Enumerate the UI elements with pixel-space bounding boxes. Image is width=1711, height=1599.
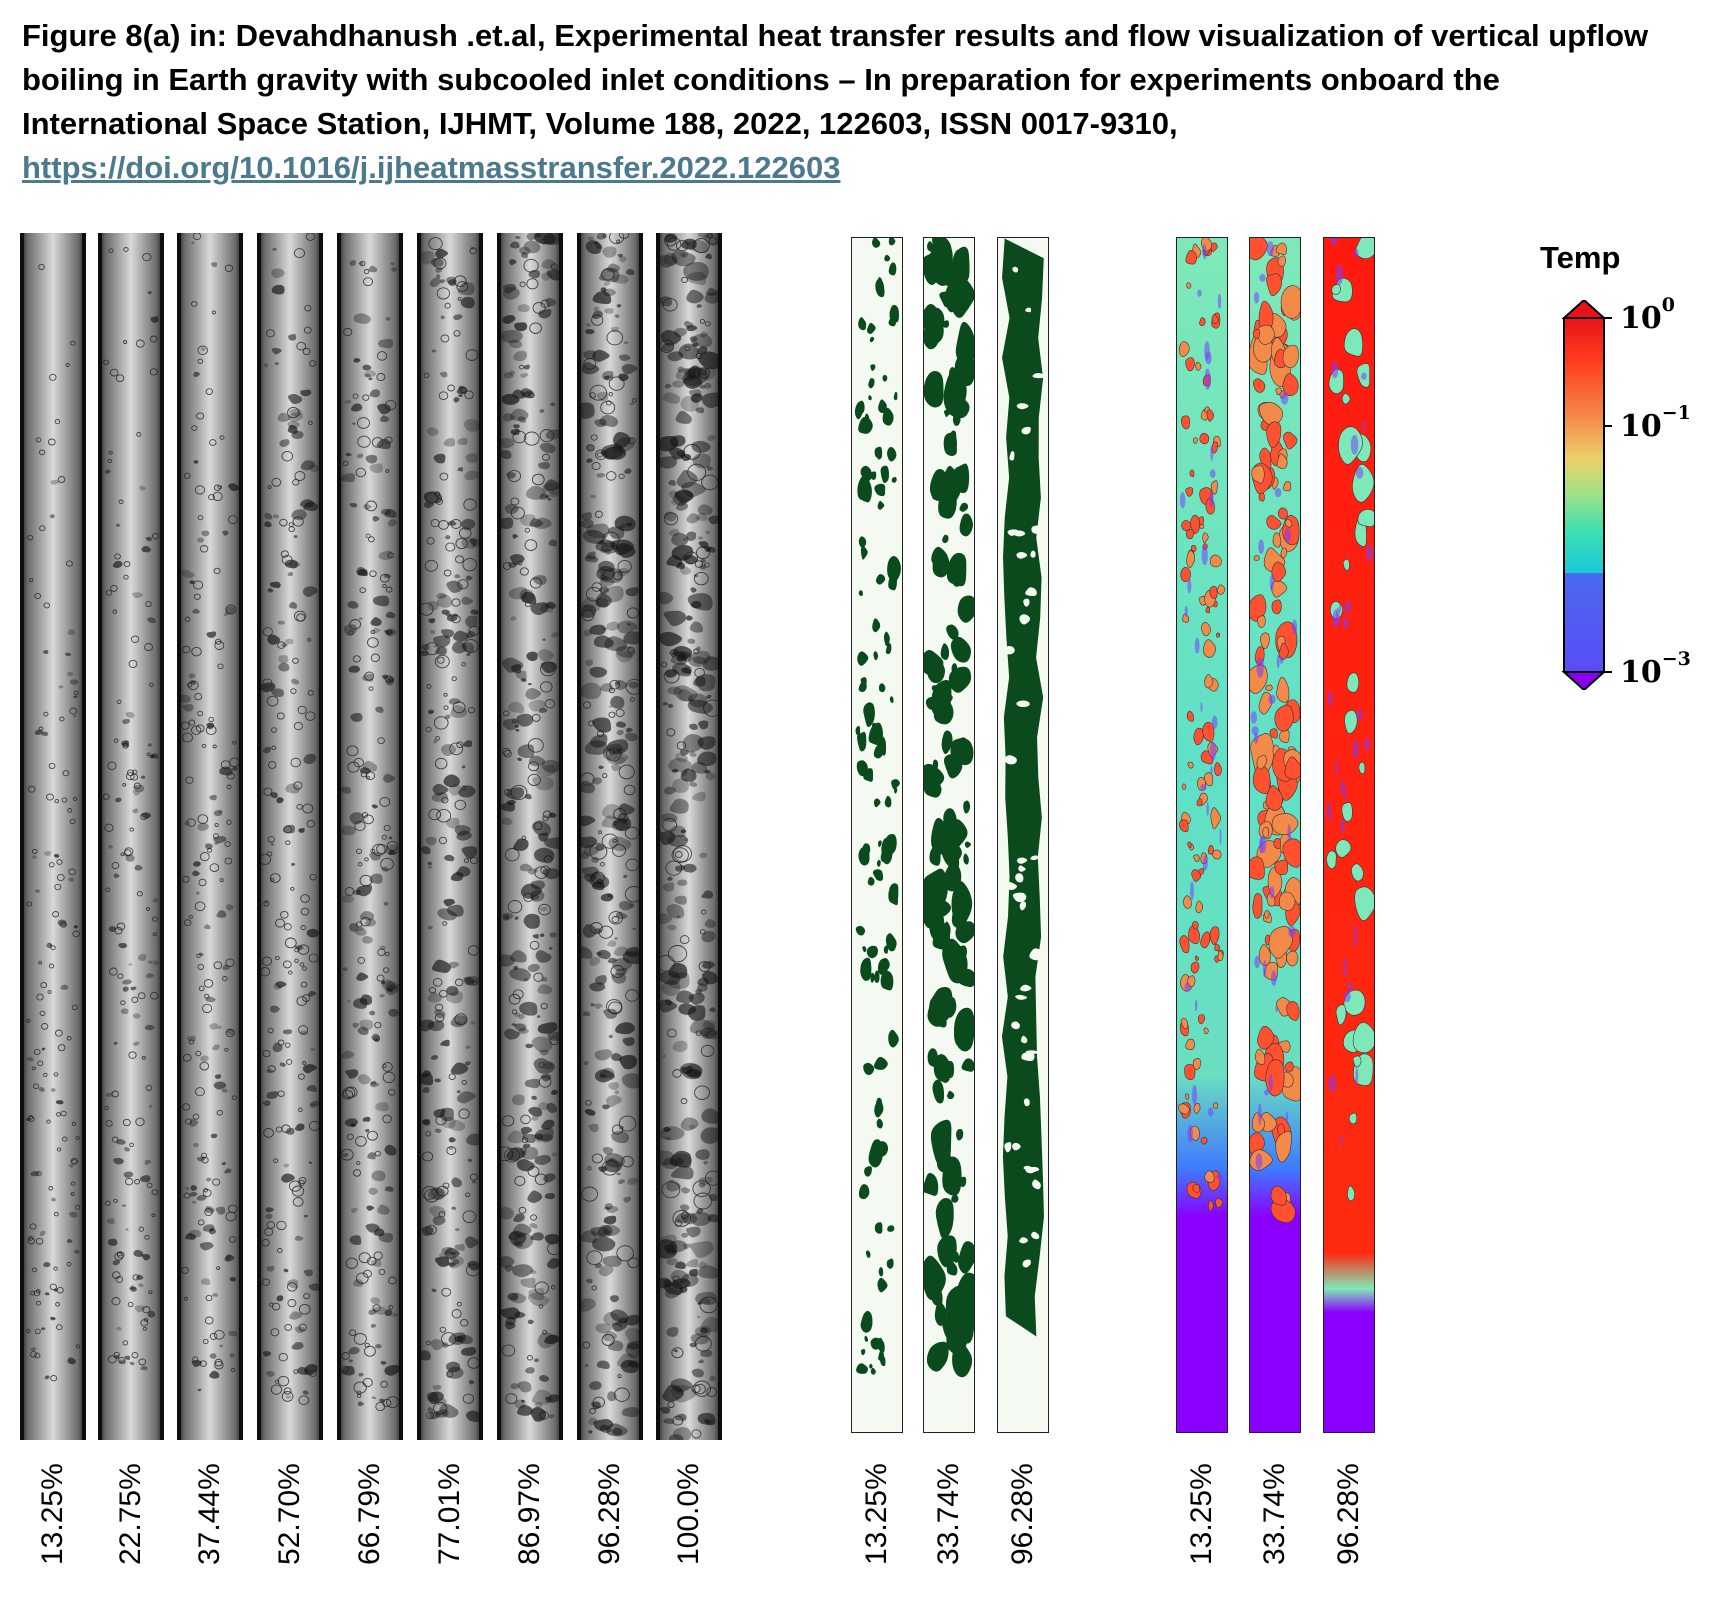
photo-strip-9 [656, 233, 722, 1440]
photo-label-5: 66.79% [353, 1463, 386, 1565]
photo-strip-1 [20, 233, 86, 1440]
vof-strip-2 [923, 237, 975, 1433]
vof-label-2: 33.74% [932, 1463, 965, 1565]
photo-label-3: 37.44% [193, 1463, 226, 1565]
figure-caption: Figure 8(a) in: Devahdhanush .et.al, Exp… [22, 14, 1682, 190]
colorbar-tick-1: 100 [1620, 294, 1675, 336]
photo-label-6: 77.01% [433, 1463, 466, 1565]
photo-strip-7 [497, 233, 563, 1440]
photo-label-9: 100.0% [672, 1463, 705, 1565]
photo-strip-8 [577, 233, 643, 1440]
vof-strip-1 [851, 237, 903, 1433]
photo-strip-3 [177, 233, 243, 1440]
photo-label-8: 96.28% [593, 1463, 626, 1565]
temp-label-1: 13.25% [1185, 1463, 1218, 1565]
vof-strip-3 [997, 237, 1049, 1433]
photo-label-7: 86.97% [513, 1463, 546, 1565]
photo-strip-4 [257, 233, 323, 1440]
colorbar-tick-2: 10−1 [1620, 402, 1691, 444]
temperature-colorbar [1561, 300, 1612, 690]
colorbar-body [1563, 317, 1605, 673]
vof-label-3: 96.28% [1006, 1463, 1039, 1565]
photo-label-4: 52.70% [273, 1463, 306, 1565]
temp-strip-2 [1249, 237, 1301, 1433]
photo-strip-6 [417, 233, 483, 1440]
photo-label-2: 22.75% [114, 1463, 147, 1565]
colorbar-title: Temp [1540, 240, 1621, 275]
colorbar-top-arrow [1561, 300, 1607, 319]
temp-label-3: 96.28% [1332, 1463, 1365, 1565]
doi-link[interactable]: https://doi.org/10.1016/j.ijheatmasstran… [22, 150, 841, 185]
photo-strip-2 [98, 233, 164, 1440]
temp-strip-3 [1323, 237, 1375, 1433]
temp-label-2: 33.74% [1258, 1463, 1291, 1565]
temp-strip-1 [1176, 237, 1228, 1433]
colorbar-tick-3: 10−3 [1620, 648, 1691, 690]
vof-label-1: 13.25% [860, 1463, 893, 1565]
colorbar-bottom-arrow [1561, 671, 1607, 690]
caption-text: Figure 8(a) in: Devahdhanush .et.al, Exp… [22, 18, 1649, 141]
photo-label-1: 13.25% [36, 1463, 69, 1565]
photo-strip-5 [337, 233, 403, 1440]
